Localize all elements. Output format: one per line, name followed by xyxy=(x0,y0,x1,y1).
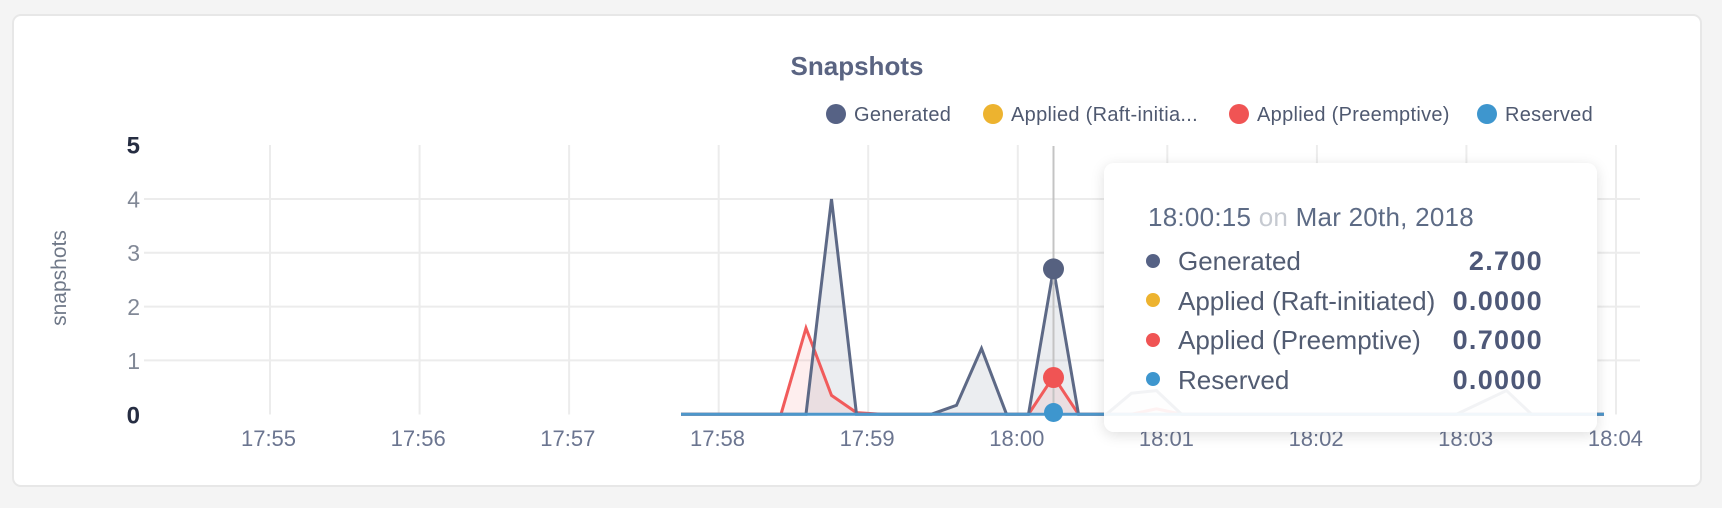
svg-text:17:58: 17:58 xyxy=(690,426,745,451)
svg-text:5: 5 xyxy=(127,133,140,160)
svg-text:17:59: 17:59 xyxy=(840,426,895,451)
svg-text:snapshots: snapshots xyxy=(48,230,71,326)
svg-text:17:57: 17:57 xyxy=(540,426,595,451)
svg-text:3: 3 xyxy=(127,240,140,266)
svg-text:18:00: 18:00 xyxy=(989,426,1044,451)
svg-text:4: 4 xyxy=(127,186,140,212)
svg-text:1: 1 xyxy=(127,348,140,374)
svg-text:18:04: 18:04 xyxy=(1588,426,1643,451)
svg-text:0: 0 xyxy=(127,402,140,429)
svg-text:2: 2 xyxy=(127,294,140,320)
svg-text:17:56: 17:56 xyxy=(391,426,446,451)
svg-text:17:55: 17:55 xyxy=(241,426,296,451)
